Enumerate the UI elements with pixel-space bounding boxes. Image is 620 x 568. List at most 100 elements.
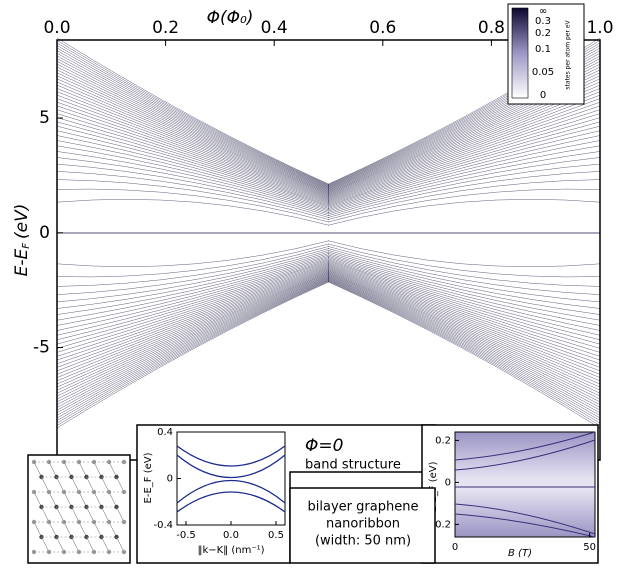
spectrum-line bbox=[57, 253, 329, 314]
band-x-label: ‖k−K‖ (nm⁻¹) bbox=[197, 545, 264, 556]
spectrum-line bbox=[57, 38, 329, 184]
spectrum-line bbox=[328, 199, 600, 225]
spectrum-line bbox=[57, 270, 329, 381]
page: {"chart_data": { "type": "density", "xla… bbox=[0, 0, 620, 568]
spectrum-line bbox=[328, 269, 600, 377]
spectrum-line bbox=[57, 257, 329, 330]
colorbar-tick-label: 0.3 bbox=[535, 16, 551, 27]
x-tick-label: 0.6 bbox=[369, 18, 396, 38]
spectrum-line bbox=[328, 99, 600, 200]
caption-line: nanoribbon bbox=[326, 517, 400, 532]
spectrum-line bbox=[57, 281, 329, 424]
spectrum-line bbox=[57, 268, 329, 374]
spectrum-line bbox=[57, 88, 329, 196]
spectrum-line bbox=[328, 146, 600, 211]
colorbar-tick-label: 0.05 bbox=[532, 67, 554, 78]
ribbon-x-label: B (T) bbox=[508, 548, 532, 559]
spectrum-line bbox=[328, 151, 600, 212]
x-tick-label: 0.5 bbox=[268, 530, 284, 541]
spectrum-line bbox=[328, 267, 600, 368]
spectrum-line bbox=[57, 248, 329, 294]
spectrum-line bbox=[328, 136, 600, 209]
colorbar bbox=[512, 8, 528, 98]
spectrum-line bbox=[328, 171, 600, 217]
spectrum-line bbox=[328, 253, 600, 314]
spectrum-line bbox=[328, 267, 600, 370]
band-plot bbox=[177, 432, 285, 525]
spectrum-line bbox=[328, 88, 600, 196]
band-y-label: E-E_F (eV) bbox=[143, 452, 154, 503]
spectrum-line bbox=[57, 106, 329, 201]
lattice-inset bbox=[28, 455, 130, 563]
spectrum-line bbox=[328, 92, 600, 198]
atom bbox=[122, 460, 126, 464]
spectrum-line bbox=[57, 277, 329, 408]
spectrum-line bbox=[57, 274, 329, 396]
spectrum-line bbox=[328, 106, 600, 201]
spectrum-line bbox=[57, 43, 329, 186]
band-subtitle: band structure bbox=[305, 458, 401, 473]
spectrum-line bbox=[328, 268, 600, 374]
y-tick-label: 0 bbox=[445, 477, 451, 488]
spectrum-line bbox=[328, 95, 600, 198]
spectrum-line bbox=[57, 70, 329, 192]
spectrum-line bbox=[328, 261, 600, 344]
spectrum-line bbox=[328, 241, 600, 267]
spectrum-line bbox=[57, 271, 329, 384]
spectrum-line bbox=[57, 267, 329, 370]
spectrum-line bbox=[57, 85, 329, 196]
spectrum-line bbox=[57, 267, 329, 368]
spectrum-line bbox=[328, 274, 600, 396]
x-tick-label: 0.2 bbox=[152, 18, 179, 38]
x-tick-label: 0.0 bbox=[223, 530, 239, 541]
spectrum-line bbox=[57, 40, 329, 184]
y-tick-label: 0.2 bbox=[435, 435, 451, 446]
spectrum-line bbox=[57, 171, 329, 217]
spectrum-line bbox=[57, 261, 329, 344]
spectrum-line bbox=[57, 151, 329, 212]
spectrum-line bbox=[57, 136, 329, 209]
spectrum-line bbox=[328, 248, 600, 294]
atom bbox=[122, 550, 126, 554]
spectrum-line bbox=[57, 146, 329, 211]
y-tick-label: 5 bbox=[39, 108, 50, 128]
x-tick-label: 0.4 bbox=[261, 18, 288, 38]
spectrum-line bbox=[328, 257, 600, 330]
y-tick-label: 0.4 bbox=[157, 427, 173, 438]
spectrum-line bbox=[328, 271, 600, 384]
y-axis-label: E-EF(eV) bbox=[12, 204, 32, 277]
x-tick-label: 0.0 bbox=[43, 18, 70, 38]
figure: Φ(Φ₀) E-EF(eV) states per atom per eV ∞0… bbox=[0, 0, 620, 568]
spectrum-line bbox=[328, 270, 600, 381]
spectrum-line bbox=[57, 199, 329, 225]
x-tick-label: 1.0 bbox=[586, 18, 613, 38]
spectrum-line bbox=[57, 82, 329, 195]
spectrum-line bbox=[328, 282, 600, 428]
atom bbox=[122, 490, 126, 494]
y-tick-label: 0 bbox=[39, 223, 50, 243]
y-tick-label: 0 bbox=[167, 474, 173, 485]
spectrum-line bbox=[57, 241, 329, 267]
spectrum-line bbox=[328, 281, 600, 424]
x-tick-label: -0.5 bbox=[176, 530, 196, 541]
x-tick-label: 0 bbox=[452, 542, 458, 553]
spectrum-line bbox=[57, 255, 329, 320]
x-tick-label: 0.8 bbox=[478, 18, 505, 38]
spectrum-line bbox=[57, 269, 329, 377]
y-tick-label: -0.4 bbox=[153, 520, 173, 531]
y-tick-label: -5 bbox=[33, 338, 50, 358]
spectrum-line bbox=[328, 281, 600, 425]
caption-line: (width: 50 nm) bbox=[315, 534, 411, 549]
spectrum-line bbox=[57, 59, 329, 190]
spectrum-line bbox=[328, 122, 600, 205]
colorbar-tick-label: 0 bbox=[540, 90, 546, 101]
spectrum-line bbox=[57, 95, 329, 198]
spectrum-line bbox=[57, 122, 329, 205]
spectrum-line bbox=[57, 282, 329, 428]
colorbar-label: states per atom per eV bbox=[565, 19, 572, 89]
spectrum-line bbox=[57, 99, 329, 200]
atom bbox=[122, 520, 126, 524]
band-title: Φ=0 bbox=[305, 436, 343, 456]
spectrum-line bbox=[57, 281, 329, 425]
colorbar-tick-label: 0.1 bbox=[535, 44, 551, 55]
